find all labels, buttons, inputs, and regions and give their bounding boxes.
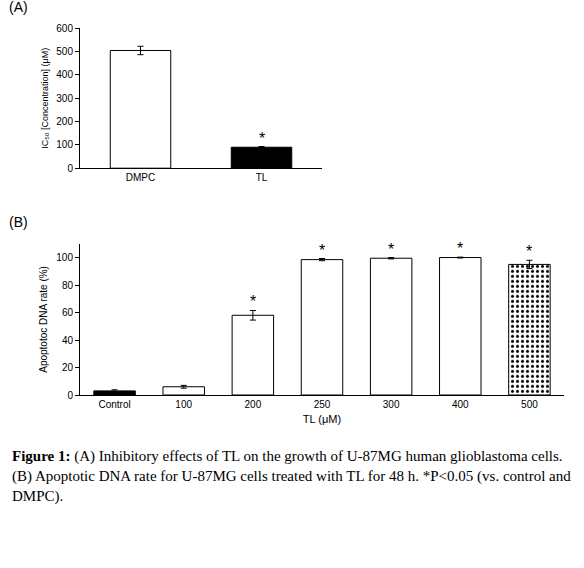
html-text:Figure 1: (A) Inhibitory effec: Figure 1: (A) Inhibitory effects of TL o… [12,448,571,504]
svg-text:*: * [388,241,394,258]
svg-text:*: * [259,130,265,147]
svg-text:DMPC: DMPC [126,172,155,183]
svg-text:0: 0 [67,390,73,401]
svg-text:400: 400 [56,69,73,80]
svg-text:20: 20 [62,362,74,373]
svg-text:200: 200 [56,116,73,127]
svg-text:300: 300 [383,399,400,410]
svg-text:(A): (A) [9,0,28,15]
svg-text:IC₅₀ [Concentration] (μM): IC₅₀ [Concentration] (μM) [40,48,50,149]
svg-text:80: 80 [62,280,74,291]
svg-text:Control: Control [98,399,130,410]
svg-text:*: * [250,293,256,310]
svg-text:*: * [457,240,463,257]
svg-text:TL: TL [256,172,268,183]
svg-text:600: 600 [56,23,73,34]
svg-text:100: 100 [175,399,192,410]
svg-text:Apoptotoc DNA rate (%): Apoptotoc DNA rate (%) [38,266,49,373]
svg-text:100: 100 [56,252,73,263]
svg-text:500: 500 [521,399,538,410]
svg-text:400: 400 [452,399,469,410]
svg-text:0: 0 [67,163,73,174]
svg-text:200: 200 [245,399,262,410]
svg-text:*: * [526,243,532,260]
svg-text:40: 40 [62,335,74,346]
svg-text:(B): (B) [9,214,28,230]
svg-text:100: 100 [56,139,73,150]
svg-text:*: * [319,242,325,259]
svg-text:250: 250 [314,399,331,410]
svg-text:TL (μM): TL (μM) [303,413,341,425]
svg-text:500: 500 [56,46,73,57]
svg-text:60: 60 [62,307,74,318]
svg-text:300: 300 [56,93,73,104]
